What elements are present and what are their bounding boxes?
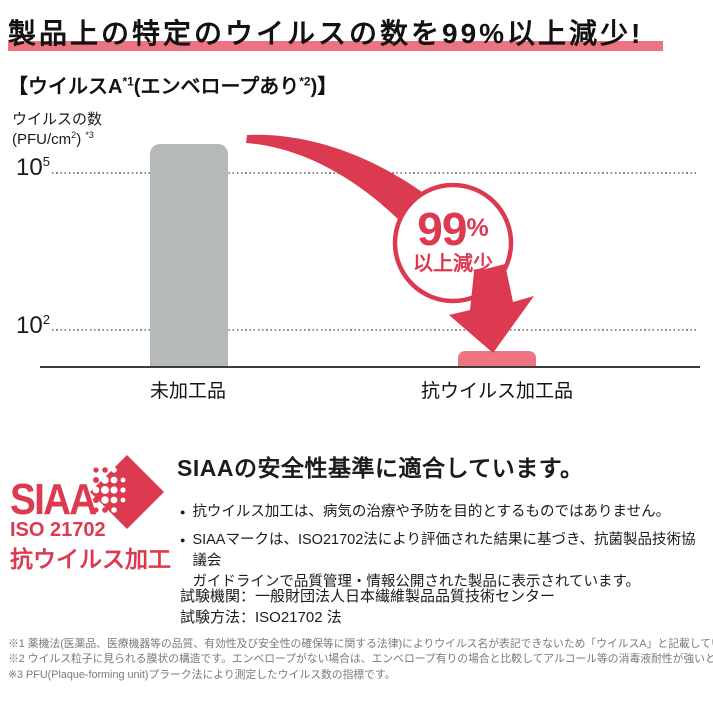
test-organization: 試験機関：一般財団法人日本繊維製品品質技術センター	[180, 588, 556, 605]
page-title: 製品上の特定のウイルスの数を99%以上減少!	[8, 18, 644, 49]
y-tick-10e5: 105	[16, 154, 50, 182]
bullet-text: 抗ウイルス加工は、病気の治療や予防を目的とするものではありません。	[192, 504, 671, 520]
y-axis-footnote-ref: *3	[85, 129, 94, 140]
footnote-1: ※1 薬機法(医薬品、医療機器等の品質、有効性及び安全性の確保等に関する法律)に…	[8, 638, 713, 650]
badge-caption: 以上減少	[413, 253, 493, 275]
tick-exponent: 2	[42, 312, 50, 327]
tick-exponent: 5	[42, 154, 50, 169]
y-axis-unit-exp: 2	[71, 129, 77, 140]
chart-subtitle: 【ウイルスA*1(エンベロープあり*2)】	[8, 70, 337, 99]
arrow-head	[449, 264, 534, 353]
list-item: ● 抗ウイルス加工は、病気の治療や予防を目的とするものではありません。	[180, 502, 708, 523]
y-axis-label-line1: ウイルスの数	[12, 111, 103, 128]
badge-percent: 99%	[395, 206, 511, 252]
reduction-badge: 99% 以上減少	[395, 206, 511, 275]
y-axis-unit: (PFU/cm	[12, 130, 72, 148]
title-underline-bar	[8, 41, 663, 51]
footnote-2: ※2 ウイルス粒子に見られる膜状の構造です。エンベロープがない場合は、エンベロー…	[8, 653, 713, 666]
siaa-iso-number: ISO 21702	[10, 519, 106, 541]
reduction-arrow-graphic	[246, 134, 534, 353]
siaa-heading: SIAAの安全性基準に適合しています。	[177, 455, 584, 481]
footnotes: ※1 薬機法(医薬品、医療機器等の品質、有効性及び安全性の確保等に関する法律)に…	[8, 637, 713, 683]
subtitle-text: 【ウイルスA	[8, 76, 123, 98]
bar-untreated	[150, 144, 228, 366]
bullet-icon: ●	[180, 507, 186, 517]
siaa-logo-text: SIAA	[10, 475, 97, 524]
category-label-treated: 抗ウイルス加工品	[420, 381, 573, 402]
x-axis-line	[40, 366, 700, 369]
bar-treated	[458, 351, 536, 366]
subtitle-footnote-ref-1: *1	[122, 74, 134, 89]
list-item: ● SIAAマークは、ISO21702法により評価された結果に基づき、抗菌製品技…	[180, 530, 708, 593]
diamond-white-dots	[92, 467, 126, 513]
footnote-3: ※3 PFU(Plaque-forming unit)プラーク法により測定したウ…	[8, 668, 396, 681]
badge-value: 99	[417, 203, 467, 255]
siaa-bullet-list: ● 抗ウイルス加工は、病気の治療や予防を目的とするものではありません。 ● SI…	[180, 502, 708, 600]
y-axis-unit-close: )	[76, 130, 82, 148]
gridline-10e2	[52, 329, 698, 331]
tick-base: 10	[16, 312, 43, 339]
bullet-text: SIAAマークは、ISO21702法により評価された結果に基づき、抗菌製品技術協…	[192, 532, 696, 591]
category-label-untreated: 未加工品	[149, 381, 226, 402]
y-axis-label: ウイルスの数 (PFU/cm2) *3	[12, 110, 102, 149]
siaa-logo-label: 抗ウイルス加工	[10, 546, 171, 572]
subtitle-footnote-ref-2: *2	[299, 74, 311, 89]
siaa-logo-diamond-icon	[90, 455, 164, 529]
bullet-icon: ●	[180, 535, 186, 546]
subtitle-text-mid: (エンベロープあり	[133, 76, 300, 98]
y-axis-label-line2: (PFU/cm2) *3	[12, 130, 102, 150]
badge-unit: %	[466, 214, 489, 242]
y-tick-10e2: 102	[16, 312, 50, 340]
subtitle-text-end: )】	[310, 76, 338, 98]
tick-base: 10	[16, 154, 43, 181]
test-method: 試験方法：ISO21702 法	[180, 609, 342, 626]
diamond-shape	[90, 455, 164, 529]
diamond-red-dots	[93, 467, 108, 513]
